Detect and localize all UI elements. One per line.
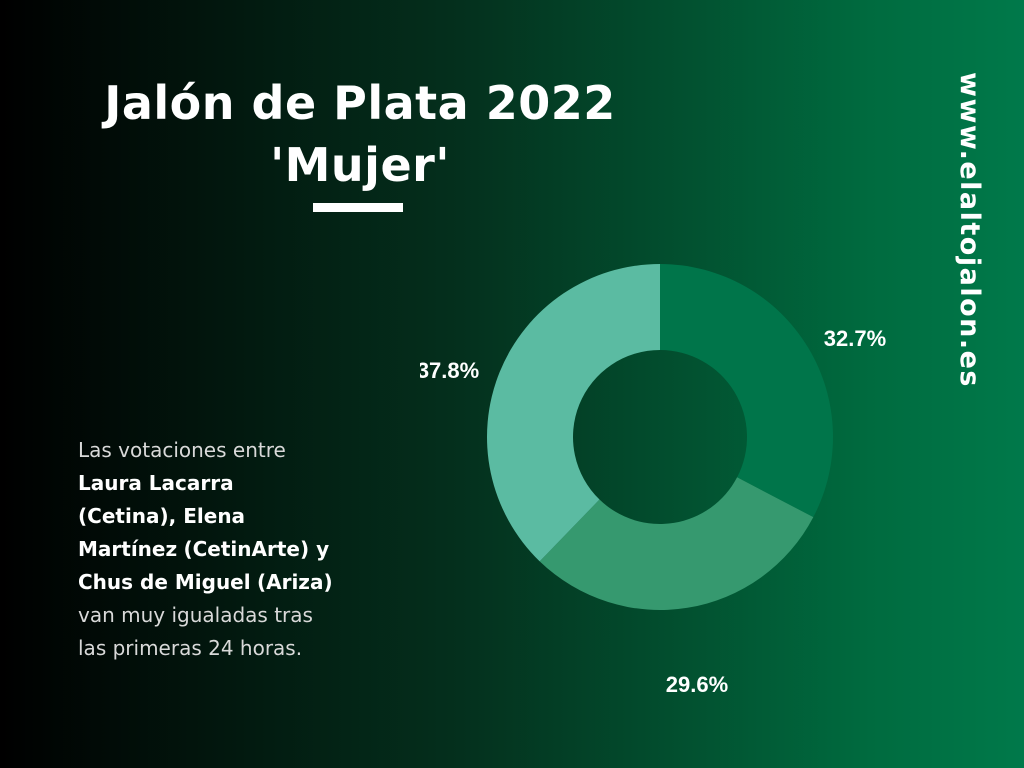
website-url: www.elaltojalon.es <box>954 72 985 388</box>
candidate-place-3: (Ariza) <box>256 570 333 594</box>
candidate-place-2: (CetinArte) y <box>183 537 330 561</box>
description-end-1: van muy igualadas tras <box>78 603 313 627</box>
page-title: Jalón de Plata 2022 'Mujer' <box>60 72 660 196</box>
donut-labels: 32.7% 29.6% 37.8% <box>420 326 886 697</box>
description-end-2: las primeras 24 horas. <box>78 636 303 660</box>
candidate-name-3: Chus de Miguel <box>78 570 251 594</box>
candidate-place-1: (Cetina), Elena <box>78 504 246 528</box>
donut-slice-1 <box>660 264 833 518</box>
donut-chart: 32.7% 29.6% 37.8% <box>420 264 886 697</box>
candidate-name-1: Laura Lacarra <box>78 471 234 495</box>
title-underline <box>313 203 403 212</box>
title-line-1: Jalón de Plata 2022 <box>104 76 616 130</box>
description-intro: Las votaciones entre <box>78 438 286 462</box>
candidate-name-2: Martínez <box>78 537 178 561</box>
donut-slice-3 <box>486 264 660 562</box>
donut-slice-2 <box>539 477 814 610</box>
data-label-2: 29.6% <box>666 672 728 697</box>
data-label-3: 37.8% <box>420 358 479 383</box>
data-label-1: 32.7% <box>824 326 886 351</box>
description-text: Las votaciones entre Laura Lacarra (Ceti… <box>78 434 378 665</box>
donut-slices <box>486 264 833 610</box>
title-line-2: 'Mujer' <box>270 138 450 192</box>
